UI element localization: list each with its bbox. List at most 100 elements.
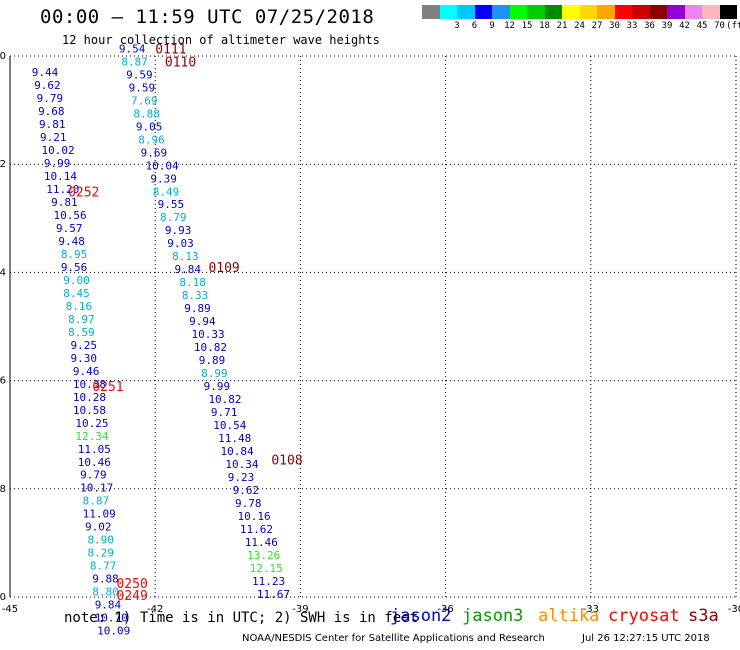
wave-height-value: 8.88: [133, 107, 160, 120]
colorbar-swatch: [579, 5, 597, 19]
wave-height-value: 8.80: [92, 586, 119, 599]
wave-height-value: 8.13: [172, 250, 199, 263]
colorbar-label: 30: [609, 21, 620, 31]
wave-height-value: 9.02: [85, 521, 112, 534]
pass-time-label: 0249: [116, 589, 147, 604]
legend-jason3: jason3: [462, 606, 524, 626]
pass-time-label: 0111: [155, 42, 186, 57]
wave-height-value: 10.54: [213, 419, 246, 432]
x-tick-label: -30: [728, 604, 740, 615]
wave-height-value: 9.94: [189, 315, 216, 328]
wave-height-value: 9.89: [199, 354, 226, 367]
wave-height-value: 10.04: [146, 159, 179, 172]
wave-height-value: 10.09: [97, 625, 130, 638]
colorbar-swatch: [614, 5, 632, 19]
wave-height-value: 9.62: [34, 79, 61, 92]
x-tick-label: -45: [2, 604, 18, 615]
wave-height-value: 8.79: [160, 211, 187, 224]
wave-height-value: 9.81: [51, 196, 78, 209]
y-tick-label: -34: [0, 267, 6, 278]
footer-note: note: 1) Time is in UTC; 2) SWH is in fe…: [64, 610, 419, 626]
wave-height-value: 10.38: [73, 378, 106, 391]
wave-height-value: 11.09: [83, 508, 116, 521]
colorbar-label: 12: [504, 21, 515, 31]
colorbar-unit: (ft): [726, 21, 740, 31]
colorbar-label: 42: [679, 21, 690, 31]
wave-height-value: 9.03: [167, 237, 194, 250]
wave-height-value: 8.90: [87, 534, 114, 547]
wave-height-value: 11.20: [46, 183, 79, 196]
wave-height-value: 9.84: [95, 599, 122, 612]
wave-height-value: 9.48: [58, 235, 85, 248]
wave-height-value: 9.99: [204, 380, 231, 393]
wave-height-value: 9.25: [71, 339, 98, 352]
x-tick-label: -36: [437, 604, 453, 615]
wave-height-value: 10.17: [80, 482, 113, 495]
legend-s3a: s3a: [688, 606, 719, 626]
x-tick-label: -33: [583, 604, 599, 615]
wave-height-value: 13.26: [247, 549, 280, 562]
wave-height-value: 8.96: [138, 133, 165, 146]
wave-height-value: 10.56: [54, 209, 87, 222]
wave-height-value: 10.02: [41, 144, 74, 157]
wave-height-value: 9.55: [158, 198, 185, 211]
footer-timestamp: Jul 26 12:27:15 UTC 2018: [582, 633, 710, 644]
wave-height-value: 9.21: [40, 131, 66, 144]
colorbar-label: 70: [714, 21, 725, 31]
colorbar-swatch: [527, 5, 545, 19]
wave-height-value: 11.46: [245, 536, 278, 549]
wave-height-value: 9.89: [184, 302, 211, 315]
wave-height-value: 11.48: [218, 432, 251, 445]
wave-height-value: 9.05: [136, 120, 163, 133]
page-subtitle: 12 hour collection of altimeter wave hei…: [62, 33, 380, 47]
wave-height-value: 11.67: [257, 588, 290, 601]
wave-height-value: 11.23: [252, 575, 285, 588]
colorbar-label: 36: [644, 21, 655, 31]
colorbar-label: 39: [661, 21, 673, 31]
pass-time-label: 0109: [208, 261, 239, 276]
legend-cryosat: cryosat: [608, 606, 680, 626]
y-tick-label: -40: [0, 592, 6, 603]
wave-height-value: 10.33: [192, 328, 225, 341]
wave-height-value: 9.00: [63, 274, 90, 287]
wave-height-value: 9.71: [211, 406, 238, 419]
colorbar-label: 21: [556, 21, 568, 31]
wave-height-value: 9.39: [150, 172, 177, 185]
wave-height-value: 8.99: [201, 367, 228, 380]
colorbar-label: 6: [471, 21, 478, 31]
wave-height-value: 8.49: [153, 185, 180, 198]
wave-height-value: 8.45: [63, 287, 90, 300]
colorbar-label: 45: [696, 21, 708, 31]
wave-height-value: 10.34: [225, 458, 258, 471]
footer-credit: NOAA/NESDIS Center for Satellite Applica…: [242, 633, 545, 644]
wave-height-value: 9.23: [228, 471, 255, 484]
colorbar-swatch: [702, 5, 720, 19]
colorbar-swatch: [474, 5, 492, 19]
colorbar-label: 9: [489, 21, 495, 31]
page-title: 00:00 — 11:59 UTC 07/25/2018: [40, 6, 375, 28]
wave-height-value: 8.97: [68, 313, 95, 326]
colorbar-swatch: [632, 5, 650, 19]
pass-time-label: 0251: [92, 380, 123, 395]
colorbar-swatch: [439, 5, 457, 19]
pass-time-label: 0110: [165, 55, 196, 70]
wave-height-value: 10.58: [73, 404, 106, 417]
colorbar-label: 27: [591, 21, 603, 31]
colorbar-swatch: [422, 5, 440, 19]
wave-height-value: 7.69: [131, 94, 158, 107]
wave-height-value: 9.78: [235, 497, 262, 510]
wave-height-value: 8.77: [90, 560, 117, 573]
wave-height-value: 8.59: [68, 326, 95, 339]
wave-height-value: 11.62: [240, 523, 273, 536]
colorbar-label: 15: [521, 21, 533, 31]
colorbar-swatch: [649, 5, 667, 19]
wave-height-value: 10.84: [221, 445, 254, 458]
wave-height-value: 9.93: [165, 224, 192, 237]
wave-height-value: 9.99: [44, 157, 71, 170]
wave-height-value: 9.79: [37, 92, 64, 105]
wave-height-value: 11.05: [78, 443, 111, 456]
wave-height-value: 9.54: [119, 42, 146, 55]
wave-height-value: 9.44: [32, 66, 59, 79]
wave-height-value: 9.79: [80, 469, 107, 482]
